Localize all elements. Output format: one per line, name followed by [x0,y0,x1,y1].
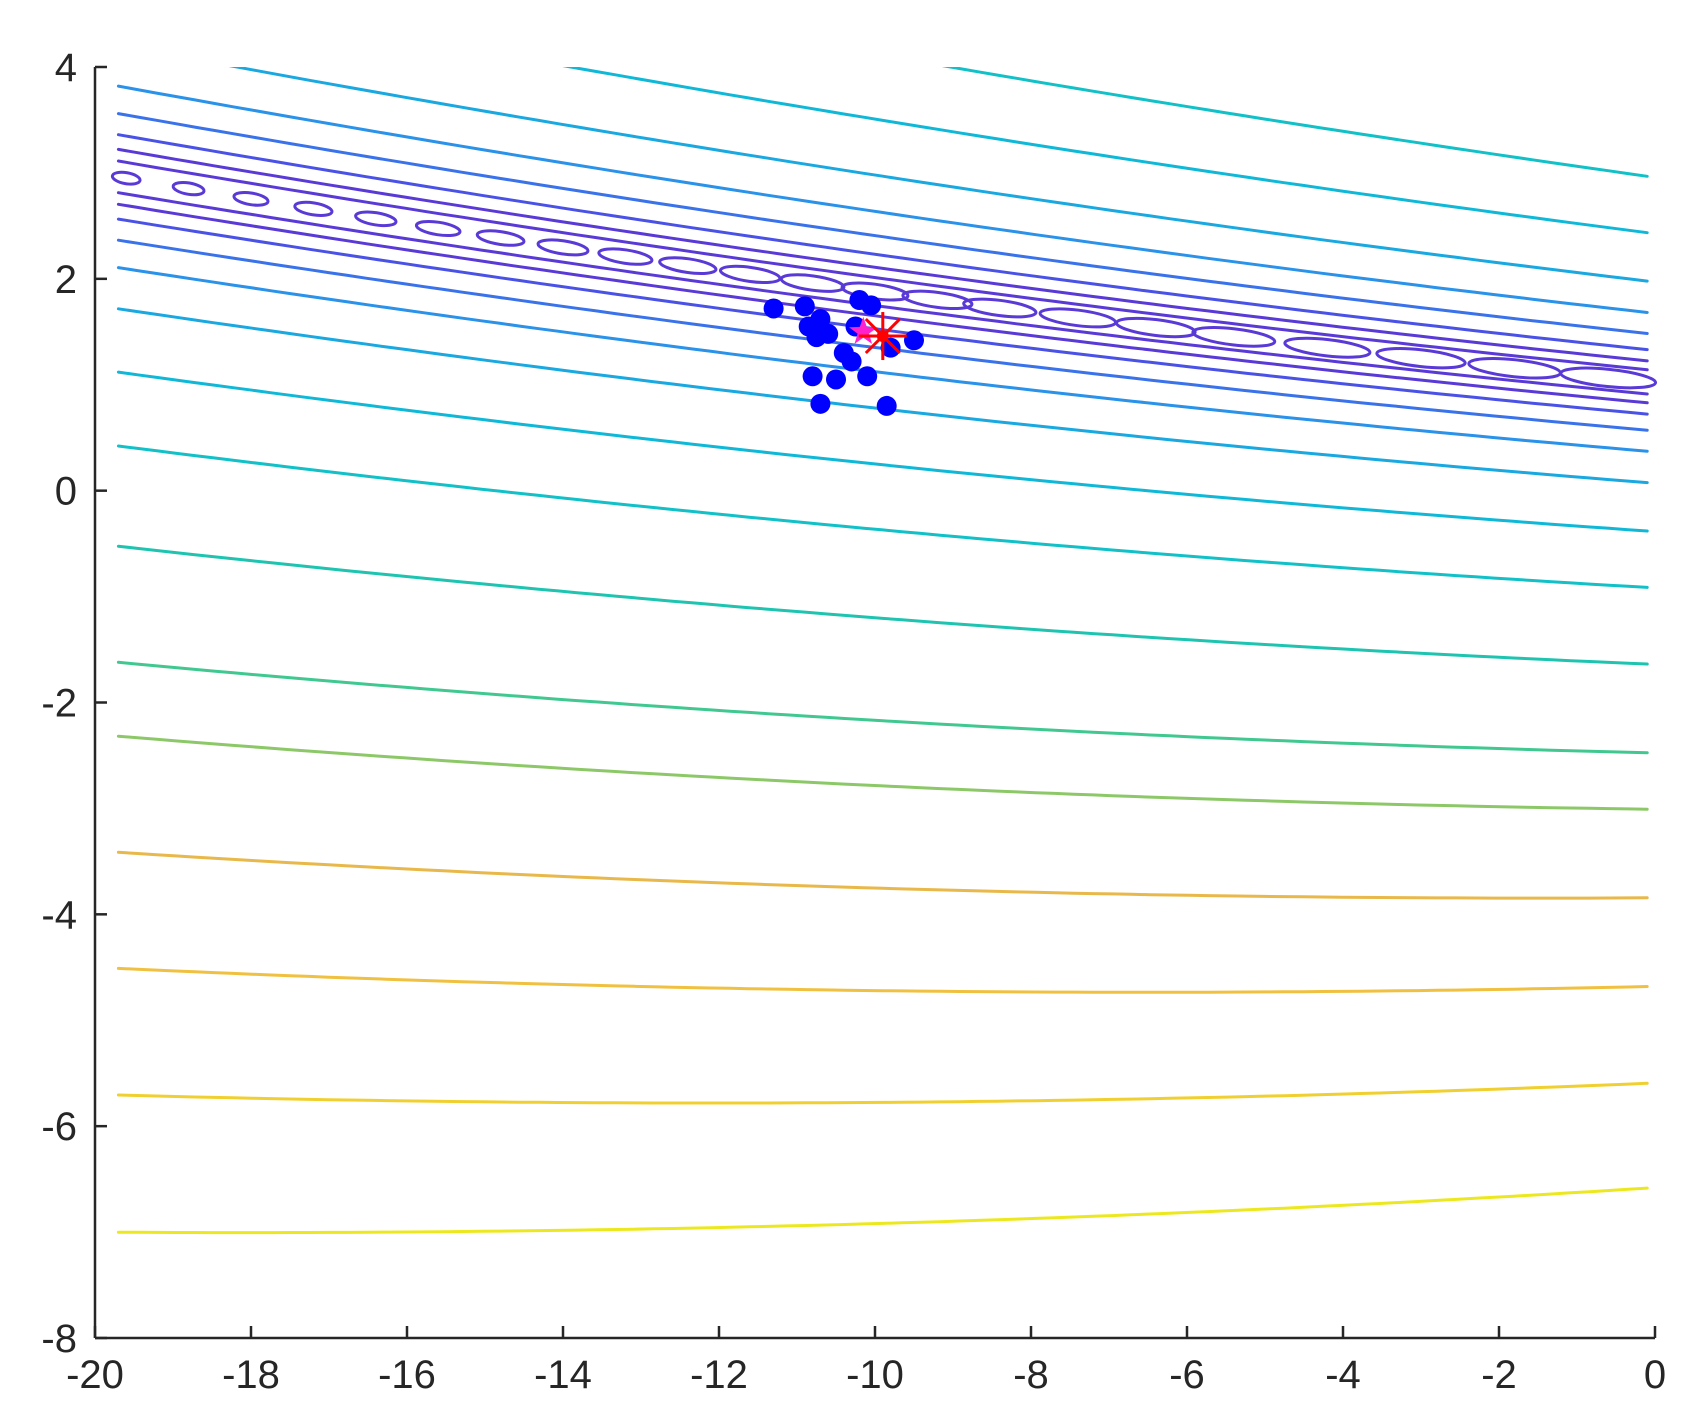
data-point-15 [904,330,924,351]
y-tick-label-6: 4 [55,46,77,90]
x-tick-label-7: -6 [1169,1353,1205,1397]
data-point-11 [810,393,831,414]
contour-below-10 [116,734,1649,811]
data-point-10 [857,366,878,387]
contour-above-7 [941,67,1649,178]
x-ticks: -20 -18 -16 -14 -12 -10 -8 -6 -4 -2 0 [66,1326,1666,1397]
y-tick-label-5: 2 [55,258,77,302]
contour-below-0 [116,191,1649,396]
data-point-3 [810,309,831,330]
y-ticks: -8 -6 -4 -2 0 2 4 [41,46,107,1361]
valley-loop-10 [718,264,782,285]
optimum-marker [858,312,907,361]
data-point-7 [841,351,862,372]
valley-loop-11 [779,273,846,293]
contour-above-1 [116,147,1649,363]
valley-loop-4 [354,210,398,228]
x-tick-label-8: -4 [1325,1353,1361,1397]
valley-loop-13 [901,289,974,311]
valley-loop-3 [293,200,334,217]
valley-loop-14 [962,297,1038,319]
x-tick-label-5: -10 [846,1353,904,1397]
valley-loop-19 [1375,347,1467,370]
valley-loop-0 [110,170,142,186]
data-point-16 [880,337,901,358]
valley-loop-18 [1283,336,1372,359]
contour-below-13 [116,1081,1649,1105]
y-tick-label-4: 0 [55,470,77,514]
contour-above-3 [116,112,1649,335]
best-point-star [849,316,878,344]
contour-below-6 [116,370,1649,533]
valley-loop-21 [1559,366,1658,390]
contour-lines [116,67,1649,1235]
contour-below-9 [116,660,1649,755]
x-tick-label-6: -8 [1013,1353,1049,1397]
x-tick-label-2: -16 [378,1353,436,1397]
x-tick-label-4: -12 [690,1353,748,1397]
data-point-5 [818,323,839,344]
y-tick-label-1: -6 [41,1105,77,1149]
valley-loops [110,170,1658,390]
y-tick-label-3: -2 [41,682,77,726]
data-point-0 [763,298,784,319]
contour-below-4 [116,266,1649,453]
x-tick-label-3: -14 [534,1353,592,1397]
contour-below-12 [116,966,1649,994]
data-point-14 [861,295,882,316]
optimum-point [876,330,889,343]
marker-layer [849,312,907,361]
data-point-12 [876,395,897,416]
y-tick-label-0: -8 [41,1317,77,1361]
contour-below-8 [116,544,1649,666]
data-points [763,290,924,416]
x-tick-label-9: -2 [1481,1353,1517,1397]
contour-above-6 [562,67,1649,235]
data-point-9 [826,369,846,390]
x-tick-label-10: 0 [1644,1353,1666,1397]
valley-loop-7 [536,238,590,257]
x-tick-label-0: -20 [66,1353,124,1397]
valley-loop-6 [475,229,526,247]
x-tick-label-1: -18 [222,1353,280,1397]
contour-below-11 [116,850,1649,900]
valley-loop-8 [597,247,654,266]
contour-above-4 [116,84,1649,314]
valley-loop-5 [414,219,462,238]
contour-above-2 [116,133,1649,352]
valley-loop-17 [1191,326,1277,348]
contour-above-5 [228,67,1649,283]
valley-loop-2 [232,190,270,207]
valley-loop-1 [171,180,206,197]
axes [93,67,1655,1340]
valley-loop-9 [658,256,718,275]
y-tick-label-2: -4 [41,893,77,937]
data-point-1 [794,296,815,317]
contour-below-14 [116,1186,1649,1235]
contour-above-0 [116,159,1649,372]
data-point-8 [802,366,823,387]
valley-loop-16 [1114,316,1197,339]
contour-below-7 [116,444,1649,589]
